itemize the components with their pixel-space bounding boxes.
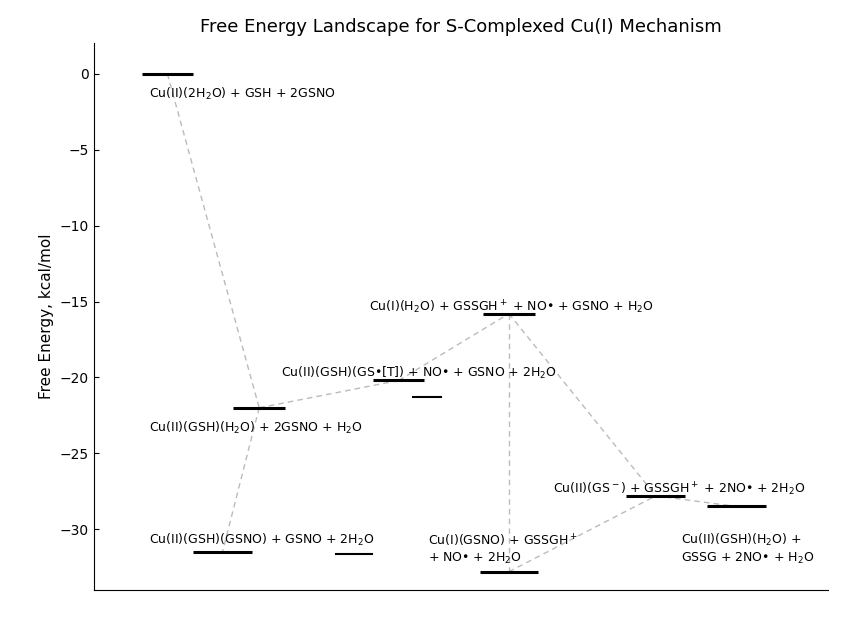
Text: Cu(II)(2H$_2$O) + GSH + 2GSNO: Cu(II)(2H$_2$O) + GSH + 2GSNO xyxy=(148,86,335,102)
Y-axis label: Free Energy, kcal/mol: Free Energy, kcal/mol xyxy=(39,234,55,399)
Text: Cu(I)(GSNO) + GSSGH$^+$
+ NO• + 2H$_2$O: Cu(I)(GSNO) + GSSGH$^+$ + NO• + 2H$_2$O xyxy=(427,532,577,566)
Text: Cu(II)(GSH)(H$_2$O) +
GSSG + 2NO• + H$_2$O: Cu(II)(GSH)(H$_2$O) + GSSG + 2NO• + H$_2… xyxy=(681,532,814,566)
Text: Cu(I)(H$_2$O) + GSSGH$^+$ + NO• + GSNO + H$_2$O: Cu(I)(H$_2$O) + GSSGH$^+$ + NO• + GSNO +… xyxy=(369,299,653,316)
Title: Free Energy Landscape for S-Complexed Cu(I) Mechanism: Free Energy Landscape for S-Complexed Cu… xyxy=(200,19,721,37)
Text: Cu(II)(GSH)(H$_2$O) + 2GSNO + H$_2$O: Cu(II)(GSH)(H$_2$O) + 2GSNO + H$_2$O xyxy=(148,420,363,436)
Text: Cu(II)(GSH)(GSNO) + GSNO + 2H$_2$O: Cu(II)(GSH)(GSNO) + GSNO + 2H$_2$O xyxy=(148,532,374,548)
Text: Cu(II)(GS$^-$) + GSSGH$^+$ + 2NO• + 2H$_2$O: Cu(II)(GS$^-$) + GSSGH$^+$ + 2NO• + 2H$_… xyxy=(553,481,804,498)
Text: Cu(II)(GSH)(GS•[T]) + NO• + GSNO + 2H$_2$O: Cu(II)(GSH)(GS•[T]) + NO• + GSNO + 2H$_2… xyxy=(281,365,556,381)
